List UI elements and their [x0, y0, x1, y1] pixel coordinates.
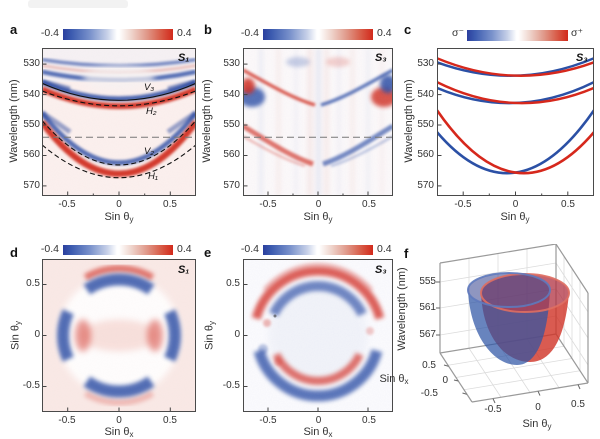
panel-c-ytick: 530 [417, 58, 434, 69]
panel-c-legend-neg: σ⁻ [451, 27, 464, 39]
curve-label-v2: V₂ [144, 146, 154, 157]
panel-e-xtick: -0.5 [259, 415, 277, 426]
panel-f-ytick: 0.5 [571, 399, 585, 410]
panel-b-ytick: 560 [223, 149, 240, 160]
panel-c-xtick: -0.5 [454, 199, 472, 210]
panel-c-legend-pos: σ⁺ [571, 27, 584, 39]
panel-e-heatmap [243, 259, 393, 412]
panel-e-ytick: -0.5 [222, 380, 240, 391]
cropped-artifact [28, 0, 128, 8]
panel-d-ytick: -0.5 [22, 380, 40, 391]
panel-e-colorbar-max: 0.4 [377, 243, 392, 255]
panel-a-xtick: 0.5 [163, 199, 177, 210]
panel-a-colorbar-max: 0.4 [177, 27, 192, 39]
panel-d-colorbar-min: -0.4 [40, 243, 59, 255]
panel-a-stokes-tag: S₁ [178, 52, 190, 64]
panel-f-ztick: 567 [419, 329, 436, 340]
panel-f-ztick: 561 [419, 302, 436, 313]
panel-f-x-axis-label: Sin θx [379, 373, 409, 386]
panel-a-ytick: 530 [23, 58, 40, 69]
panel-e-colorbar [263, 245, 373, 255]
panel-e-plot: S₃ [243, 259, 393, 412]
panel-f-xtick: -0.5 [420, 388, 438, 399]
panel-f-plot [390, 244, 600, 439]
panel-d-colorbar-max: 0.4 [177, 243, 192, 255]
panel-d-label: d [10, 245, 18, 260]
panel-f-ytick: -0.5 [484, 404, 502, 415]
panel-f-xtick: 0 [442, 375, 448, 386]
panel-a-colorbar-min: -0.4 [40, 27, 59, 39]
panel-e-xtick: 0 [315, 415, 322, 426]
panel-a-plot: S₁ V₃ H₂ V₂ H₁ [42, 48, 196, 196]
panel-b-heatmap [243, 48, 393, 196]
panel-e-colorbar-min: -0.4 [240, 243, 259, 255]
panel-b-colorbar [263, 29, 373, 40]
panel-d-heatmap [42, 259, 196, 412]
panel-d-x-axis-label: Sin θx [104, 426, 134, 439]
panel-b-ytick: 540 [223, 89, 240, 100]
panel-c-plot: S₃ [437, 48, 594, 196]
panel-a-x-axis-label: Sin θy [104, 211, 134, 224]
panel-b-plot: S₃ [243, 48, 393, 196]
panel-c-ytick: 560 [417, 149, 434, 160]
panel-d-ytick: 0 [34, 329, 40, 340]
panel-c-line-chart [437, 48, 594, 196]
panel-d-ytick: 0.5 [26, 278, 40, 289]
curve-label-h2: H₂ [146, 106, 157, 117]
panel-a-xtick: -0.5 [58, 199, 76, 210]
panel-b-colorbar-min: -0.4 [240, 27, 259, 39]
panel-f-ztick: 555 [419, 276, 436, 287]
panel-f-y-axis-label: Sin θy [522, 418, 552, 431]
curve-label-h1: H₁ [148, 171, 158, 182]
panel-c-label: c [404, 22, 412, 37]
panel-f-z-axis-label: Wavelength (nm) [396, 267, 408, 351]
panel-d-plot: S₁ [42, 259, 196, 412]
panel-c-ytick: 570 [417, 180, 434, 191]
panel-d-stokes-tag: S₁ [178, 264, 190, 276]
panel-d-colorbar [63, 245, 173, 255]
panel-c-xtick: 0.5 [561, 199, 575, 210]
panel-b-ytick: 530 [223, 58, 240, 69]
panel-b-x-axis-label: Sin θy [303, 211, 333, 224]
panel-a-colorbar [63, 29, 173, 40]
panel-f-label: f [404, 246, 409, 261]
panel-c-xtick: 0 [512, 199, 519, 210]
panel-c-x-axis-label: Sin θy [500, 211, 530, 224]
panel-a-ytick: 570 [23, 180, 40, 191]
panel-c-ytick: 550 [417, 119, 434, 130]
panel-e-xtick: 0.5 [362, 415, 376, 426]
panel-e-label: e [204, 245, 212, 260]
panel-f-ytick: 0 [535, 402, 541, 413]
panel-e-x-axis-label: Sin θx [303, 426, 333, 439]
curve-label-v3: V₃ [144, 82, 155, 93]
panel-a-heatmap [42, 48, 196, 196]
panel-b-label: b [204, 22, 212, 37]
panel-b-xtick: 0.5 [362, 199, 376, 210]
panel-a-label: a [10, 22, 18, 37]
panel-b-xtick: -0.5 [259, 199, 277, 210]
panel-b-ytick: 570 [223, 180, 240, 191]
panel-f-3d-paraboloids [436, 244, 589, 404]
panel-e-stokes-tag: S₃ [375, 264, 387, 276]
panel-f-xtick: 0.5 [422, 360, 436, 371]
panel-c-stokes-tag: S₃ [576, 52, 588, 64]
panel-a-ytick: 560 [23, 149, 40, 160]
panel-d-xtick: -0.5 [58, 415, 76, 426]
panel-e-ytick: 0 [234, 329, 240, 340]
panel-a-xtick: 0 [116, 199, 122, 210]
panel-c-legend-bar [467, 30, 568, 41]
panel-e-ytick: 0.5 [226, 278, 240, 289]
panel-d-xtick: 0 [116, 415, 122, 426]
panel-c-ytick: 540 [417, 89, 434, 100]
panel-a-ytick: 550 [23, 119, 40, 130]
panel-b-colorbar-max: 0.4 [377, 27, 392, 39]
panel-b-stokes-tag: S₃ [375, 52, 387, 64]
panel-b-ytick: 550 [223, 119, 240, 130]
panel-b-xtick: 0 [315, 199, 322, 210]
panel-d-xtick: 0.5 [163, 415, 177, 426]
panel-a-ytick: 540 [23, 89, 40, 100]
